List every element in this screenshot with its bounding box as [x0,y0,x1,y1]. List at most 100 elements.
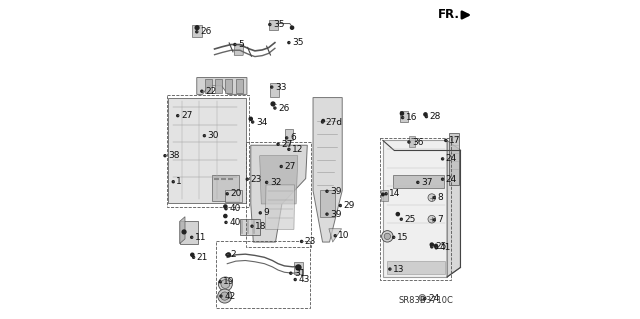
Circle shape [204,135,205,137]
Text: 21: 21 [196,253,208,262]
Text: 17: 17 [449,136,460,145]
Text: 27: 27 [181,111,192,120]
Circle shape [220,281,221,283]
Polygon shape [225,79,232,93]
Circle shape [259,212,261,214]
Text: 1: 1 [177,177,182,186]
Circle shape [301,241,303,242]
Circle shape [221,292,229,300]
Polygon shape [225,190,242,202]
Circle shape [424,113,427,116]
Circle shape [271,86,273,88]
Text: 24: 24 [446,175,457,184]
Circle shape [274,107,276,109]
Text: 38: 38 [168,151,180,160]
Circle shape [288,148,290,150]
Circle shape [226,254,228,256]
Text: 36: 36 [412,137,424,146]
Circle shape [401,116,404,119]
Polygon shape [387,261,445,274]
Circle shape [195,26,199,30]
Text: SR83B3710C: SR83B3710C [399,296,454,305]
Circle shape [234,43,236,46]
Circle shape [428,215,436,223]
Text: 8: 8 [438,193,444,202]
Polygon shape [236,79,243,93]
Text: 35: 35 [292,38,303,47]
Circle shape [417,182,419,183]
Text: 27: 27 [284,162,296,171]
Circle shape [249,117,252,121]
Circle shape [326,213,328,215]
Text: 9: 9 [264,208,269,217]
Circle shape [225,208,227,210]
Text: 26: 26 [200,27,211,36]
Polygon shape [266,185,294,229]
Polygon shape [260,156,298,204]
Circle shape [277,143,279,145]
Circle shape [334,235,336,237]
Polygon shape [447,140,460,277]
Polygon shape [320,190,335,217]
Text: 10: 10 [339,231,350,240]
Circle shape [430,243,433,246]
Text: 5: 5 [238,40,244,49]
Text: 2: 2 [230,250,236,259]
Circle shape [196,31,198,33]
Circle shape [408,141,410,143]
Polygon shape [393,175,444,188]
Text: 16: 16 [406,113,417,122]
Circle shape [221,279,230,288]
Text: 25: 25 [404,215,416,224]
Circle shape [424,298,426,300]
Circle shape [385,193,387,195]
Circle shape [322,120,324,122]
Circle shape [396,212,399,216]
Polygon shape [212,175,239,201]
Circle shape [381,193,384,196]
Circle shape [326,190,328,192]
Text: 27: 27 [281,140,292,149]
Circle shape [201,90,203,92]
Text: 13: 13 [393,264,404,274]
Text: 28: 28 [429,112,441,121]
Circle shape [224,214,227,218]
Circle shape [291,26,294,29]
Text: 32: 32 [270,178,281,187]
Polygon shape [180,221,198,244]
Circle shape [285,137,287,139]
Polygon shape [234,45,244,55]
Circle shape [220,295,222,297]
Circle shape [193,256,195,258]
Text: 24: 24 [446,154,457,163]
Circle shape [321,121,324,123]
Circle shape [433,197,435,199]
Polygon shape [329,229,342,242]
Circle shape [218,277,232,291]
Circle shape [280,166,282,167]
Circle shape [227,193,228,195]
Text: 26: 26 [278,104,289,113]
Bar [216,241,310,308]
Circle shape [426,115,428,118]
Text: 23: 23 [305,237,316,246]
Circle shape [339,204,341,207]
Text: 24: 24 [428,294,439,303]
Text: 42: 42 [224,292,236,300]
Polygon shape [180,217,185,244]
Circle shape [400,218,403,220]
Text: 39: 39 [330,187,342,196]
Circle shape [227,253,230,257]
Circle shape [177,115,179,117]
Text: 6: 6 [290,133,296,142]
Circle shape [225,221,227,223]
Text: FR.: FR. [438,9,460,21]
Text: 40: 40 [229,218,241,227]
Polygon shape [240,219,260,235]
Circle shape [435,244,438,248]
Text: 25: 25 [435,242,446,251]
Polygon shape [215,79,222,93]
Circle shape [431,246,433,248]
Text: 15: 15 [397,233,408,242]
Polygon shape [168,98,246,203]
